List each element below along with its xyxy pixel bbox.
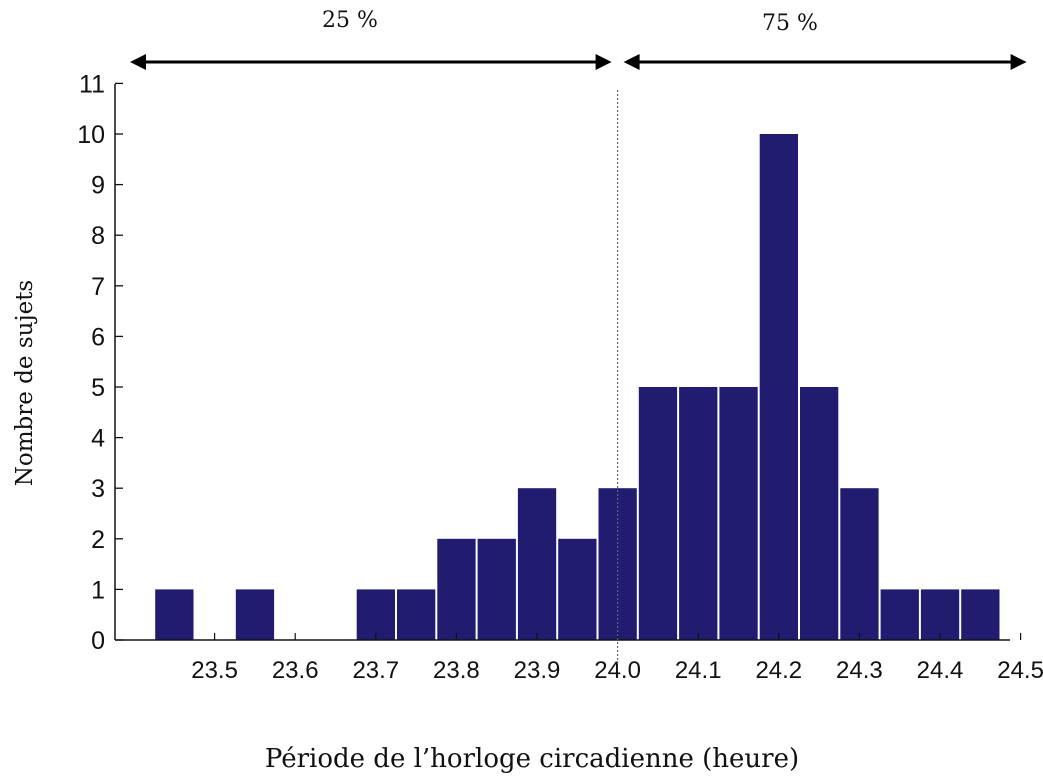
x-ticks: 23.5 23.6 23.7 23.8 23.9 24.0 24.1 24.2 24.3 24.4… <box>191 633 1043 684</box>
y-tick-label: 4 <box>91 425 105 453</box>
x-tick-label: 23.7 <box>352 657 399 684</box>
histogram-bar <box>961 589 1000 640</box>
y-tick-label: 2 <box>91 526 105 554</box>
x-tick-label: 24.3 <box>836 657 883 684</box>
left-span-label: 25 % <box>322 8 378 33</box>
x-tick-label: 24.1 <box>675 657 722 684</box>
right-span-label: 75 % <box>762 11 818 36</box>
histogram-bar <box>356 589 395 640</box>
y-tick-label: 10 <box>77 121 105 149</box>
y-tick-label: 9 <box>91 172 105 200</box>
y-tick-label: 1 <box>91 576 105 604</box>
x-tick-label: 23.8 <box>433 657 480 684</box>
histogram-bar <box>397 589 436 640</box>
histogram-bar <box>437 538 476 640</box>
y-ticks: 0 1 2 3 4 5 6 7 8 9 10 11 <box>77 70 123 655</box>
percentage-arrows <box>130 54 1027 70</box>
y-tick-label: 8 <box>91 222 105 250</box>
x-tick-label: 24.0 <box>594 657 641 684</box>
right-span-arrow-head-left <box>623 54 640 70</box>
histogram-bar <box>638 387 678 640</box>
histogram-bar <box>477 538 516 640</box>
histogram-bar <box>235 589 275 640</box>
left-span-arrow-head-right <box>595 54 612 70</box>
y-tick-label: 6 <box>91 323 105 351</box>
x-axis-label: Période de l’horloge circadienne (heure) <box>265 744 799 774</box>
histogram-bar <box>800 387 839 640</box>
histogram-bar <box>155 589 194 640</box>
histogram-bar <box>719 387 758 640</box>
histogram-bar <box>679 387 718 640</box>
y-axis-label: Nombre de sujets <box>12 280 38 486</box>
plot-panel <box>70 30 1043 695</box>
y-tick-label: 7 <box>91 273 105 301</box>
y-tick-label: 5 <box>91 374 105 402</box>
y-tick-label: 11 <box>79 70 105 98</box>
x-tick-label: 24.5 <box>997 657 1043 684</box>
histogram-bar <box>840 488 879 640</box>
right-span-arrow-head-right <box>1010 54 1027 70</box>
histogram-bar <box>759 134 798 640</box>
histogram-bar <box>517 488 557 640</box>
x-tick-label: 24.4 <box>917 657 964 684</box>
x-tick-label: 24.2 <box>755 657 802 684</box>
x-tick-label: 23.5 <box>191 657 238 684</box>
x-tick-label: 23.9 <box>514 657 561 684</box>
histogram-bar <box>558 538 597 640</box>
histogram-bar <box>880 589 919 640</box>
histogram-bar <box>920 589 960 640</box>
y-tick-label: 3 <box>91 475 105 503</box>
left-span-arrow-head-left <box>130 54 146 70</box>
bars-layer <box>155 134 1000 640</box>
x-tick-label: 23.6 <box>272 657 319 684</box>
y-tick-label: 0 <box>91 627 105 655</box>
